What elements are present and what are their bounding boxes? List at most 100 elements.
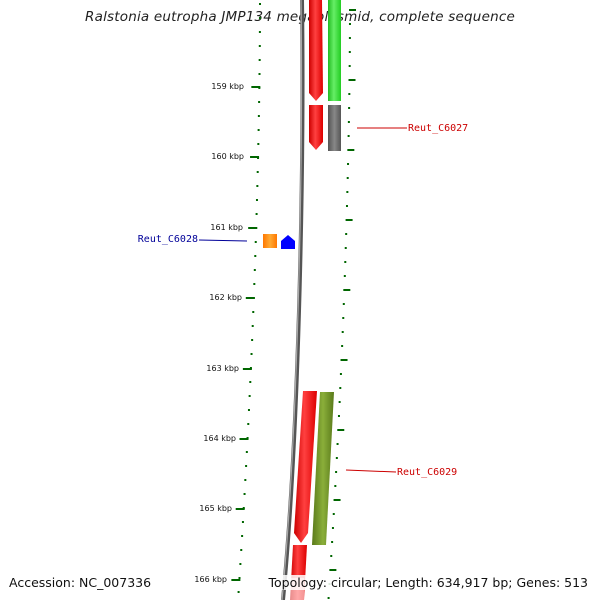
ring-dot <box>345 233 348 235</box>
backbone-highlight <box>281 0 303 600</box>
scale-dot <box>239 563 242 565</box>
ring-dot <box>337 415 340 417</box>
ring-dot <box>347 121 350 123</box>
ring-dot <box>337 429 345 431</box>
ring-dot <box>339 387 342 389</box>
ring-dot <box>348 51 351 53</box>
scale-dot <box>258 3 261 5</box>
scale-tick <box>250 156 260 158</box>
ring-dot <box>347 135 350 137</box>
scale-dot <box>238 577 241 579</box>
scale-tick <box>239 438 249 440</box>
callout-line-c6028 <box>198 239 248 242</box>
ring-dot <box>348 9 356 11</box>
backbone-line <box>281 0 305 600</box>
topology-text: Topology: circular; Length: 634,917 bp; … <box>266 575 590 590</box>
gene-label-c6029: Reut_C6029 <box>397 467 457 478</box>
scale-dot <box>241 535 244 537</box>
ring-dot <box>327 597 330 599</box>
scale-dot <box>250 353 253 355</box>
scale-dot <box>253 283 256 285</box>
ring-dot <box>346 177 349 179</box>
ring-dot <box>344 261 347 263</box>
scale-label-161: 161 kbp <box>210 223 243 232</box>
scale-dot <box>255 213 258 215</box>
gene-red-3 <box>294 391 317 543</box>
ring-dot <box>348 93 351 95</box>
ring-dot <box>344 247 347 249</box>
ring-dot <box>335 471 338 473</box>
scale-dot <box>251 339 254 341</box>
ring-dot <box>336 443 339 445</box>
scale-dot <box>248 395 251 397</box>
callout-line-c6029 <box>345 469 397 473</box>
scale-dot <box>257 115 260 117</box>
gene-reut-c6027 <box>328 105 341 151</box>
scale-dot <box>251 325 254 327</box>
gene-blue <box>281 235 295 249</box>
ring-dot <box>348 23 351 25</box>
scale-dot <box>247 409 250 411</box>
gene-reut-c6029 <box>312 392 334 545</box>
ring-dot <box>345 205 348 207</box>
ring-dot <box>341 345 344 347</box>
scale-dot <box>253 269 256 271</box>
ring-dot <box>348 79 356 81</box>
scale-dot <box>256 185 259 187</box>
scale-dot <box>254 241 257 243</box>
gene-red-1 <box>309 0 323 101</box>
scale-dot <box>258 31 261 33</box>
ring-dot <box>346 191 349 193</box>
scale-tick <box>231 579 241 581</box>
scale-tick <box>245 297 255 299</box>
scale-dot <box>252 311 255 313</box>
scale-dot <box>258 59 261 61</box>
scale-label-165: 165 kbp <box>199 504 232 513</box>
scale-dot <box>247 423 250 425</box>
gene-label-c6027: Reut_C6027 <box>408 123 468 134</box>
scale-dot <box>258 73 261 75</box>
scale-label-162: 162 kbp <box>209 293 242 302</box>
scale-dot <box>237 591 240 593</box>
ring-dot <box>331 541 334 543</box>
ring-dot <box>334 485 337 487</box>
ring-dot <box>341 331 344 333</box>
gene-reut-c6028 <box>263 234 277 248</box>
ring-dot <box>347 163 350 165</box>
scale-dot <box>254 255 257 257</box>
scale-dot <box>257 129 260 131</box>
ring-dot <box>343 275 346 277</box>
ring-dot <box>348 107 351 109</box>
map-title: Ralstonia eutropha JMP134 megaplasmid, c… <box>85 9 515 25</box>
scale-ticks <box>231 86 261 581</box>
scale-tick <box>235 508 245 510</box>
scale-dot <box>255 199 258 201</box>
scale-label-164: 164 kbp <box>203 434 236 443</box>
scale-dot <box>244 479 247 481</box>
scale-label-166: 166 kbp <box>194 575 227 584</box>
scale-label-159: 159 kbp <box>211 82 244 91</box>
accession-text: Accession: NC_007336 <box>9 575 152 590</box>
gene-red-2 <box>309 105 323 150</box>
scale-dot <box>258 17 261 19</box>
ring-dot <box>335 457 338 459</box>
scale-dot <box>241 521 244 523</box>
ring-dot <box>332 513 335 515</box>
scale-tick <box>242 368 252 370</box>
scale-dot <box>245 451 248 453</box>
scale-dot <box>258 45 261 47</box>
ring-dot <box>342 303 345 305</box>
ring-dot <box>339 373 342 375</box>
gene-green-1 <box>328 0 341 101</box>
scale-dot <box>257 143 260 145</box>
gene-label-c6028: Reut_C6028 <box>138 234 198 245</box>
scale-dot <box>256 171 259 173</box>
scale-dot <box>245 465 248 467</box>
scale-dot <box>258 101 261 103</box>
scale-label-163: 163 kbp <box>206 364 239 373</box>
ring-dot <box>348 37 351 39</box>
scale-label-160: 160 kbp <box>211 152 244 161</box>
ring-dot <box>340 359 348 361</box>
scale-tick <box>248 227 258 229</box>
